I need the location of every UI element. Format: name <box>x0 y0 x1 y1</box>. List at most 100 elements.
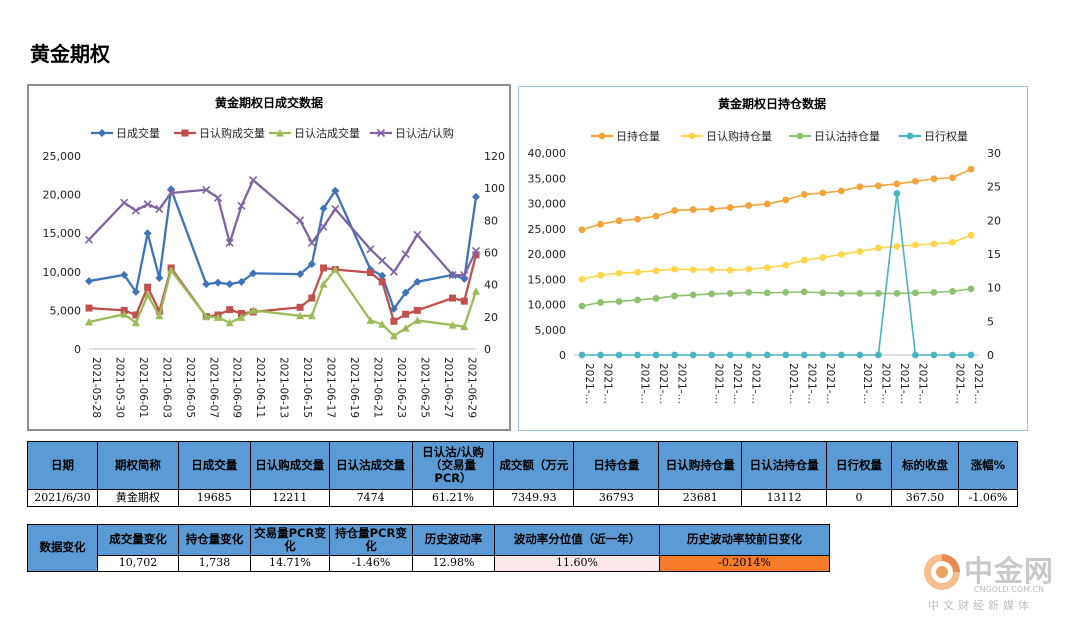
table-cell: 历史波动率较前日变化 <box>659 524 830 556</box>
data-point <box>225 238 234 247</box>
data-point <box>401 288 410 297</box>
data-point <box>390 317 398 325</box>
data-point <box>131 318 140 327</box>
table-cell: 持仓量PCR变化 <box>329 524 413 556</box>
table-cell: 61.21% <box>411 489 495 507</box>
y-left-tick-label: 0 <box>74 343 81 356</box>
table-cell: -1.06% <box>957 489 1019 507</box>
data-point <box>331 265 340 273</box>
y-left-tick-label: 25,000 <box>528 223 567 236</box>
legend-label: 日认购持仓量 <box>706 129 772 143</box>
data-point <box>578 275 586 283</box>
data-point <box>949 174 956 182</box>
data-point <box>689 351 697 359</box>
data-point <box>949 287 956 295</box>
data-point <box>597 299 604 306</box>
legend-label: 日认沽/认购 <box>395 126 454 140</box>
data-point <box>202 312 211 321</box>
data-point <box>167 266 176 274</box>
legend-label: 日认沽持仓量 <box>814 129 880 143</box>
data-point <box>726 266 734 274</box>
series-line <box>581 168 972 231</box>
data-point <box>597 220 604 228</box>
data-point <box>249 306 258 314</box>
data-point <box>671 351 679 359</box>
y-right-tick-label: 80 <box>484 214 498 227</box>
data-point <box>893 190 901 197</box>
legend-item: 日认沽持仓量 <box>789 129 880 143</box>
data-point <box>144 283 152 291</box>
x-tick-label: 2021-06-21 <box>371 357 383 418</box>
data-point <box>84 235 94 244</box>
data-point <box>837 289 845 297</box>
daily-summary-table: 日期 期权简称 日成交量 日认购成交量 日认沽成交量 日认沽/认购（交易量PCR） 成交额（… <box>27 441 1019 507</box>
logo-name: 中金网 <box>964 554 1055 588</box>
legend-label: 日认沽成交量 <box>294 126 360 140</box>
data-point <box>413 277 422 286</box>
y-left-tick-label: 15,000 <box>528 273 567 286</box>
data-point <box>893 289 901 297</box>
series-line <box>582 193 971 356</box>
data-point <box>689 266 697 274</box>
data-point <box>471 246 481 255</box>
x-tick-label: 2021-… <box>713 363 725 404</box>
table-cell: 黄金期权 <box>96 489 179 507</box>
y-left-tick-label: 40,000 <box>528 147 567 160</box>
page-title: 黄金期权 <box>30 42 110 66</box>
cngold-logo-icon <box>924 554 960 590</box>
data-point <box>460 322 469 331</box>
legend-label: 日持仓量 <box>616 129 660 143</box>
data-point <box>874 244 882 252</box>
table-cell: 7474 <box>328 489 413 507</box>
data-point <box>782 261 790 269</box>
data-point <box>745 265 753 273</box>
x-tick-label: 2021-06-23 <box>395 357 407 418</box>
data-point <box>912 241 919 249</box>
data-point <box>389 267 398 276</box>
table-cell: 23681 <box>658 489 743 507</box>
data-point <box>402 310 410 318</box>
data-point <box>819 289 827 297</box>
data-point <box>874 289 882 297</box>
table-cell: 7349.93 <box>493 489 575 507</box>
data-point <box>874 351 882 359</box>
data-point <box>167 188 176 198</box>
data-point <box>249 269 258 278</box>
data-point <box>578 226 586 234</box>
y-right-tick-label: 30 <box>987 147 1001 160</box>
x-tick-label: 2021-… <box>583 363 595 404</box>
table-cell: 日持仓量 <box>573 441 660 490</box>
data-point <box>331 205 340 214</box>
data-point <box>745 288 753 296</box>
table-cell: 标的收盘 <box>890 441 959 490</box>
data-point <box>912 177 919 185</box>
legend-marker <box>181 129 189 137</box>
data-point <box>237 313 246 321</box>
data-point <box>131 206 140 215</box>
data-point <box>652 351 660 359</box>
x-tick-label: 2021-05-28 <box>90 357 102 418</box>
data-point <box>800 191 808 198</box>
data-point <box>708 351 716 359</box>
data-point <box>389 304 398 313</box>
legend-item: 日认购成交量 <box>174 126 265 140</box>
table-cell: 涨幅% <box>957 441 1019 490</box>
data-point <box>634 268 641 276</box>
x-tick-label: 2021-… <box>805 363 817 404</box>
table-cell: 367.50 <box>890 489 959 507</box>
data-point <box>85 317 93 326</box>
data-point <box>708 266 716 274</box>
data-point <box>912 289 919 297</box>
data-point <box>307 311 316 320</box>
data-point <box>319 222 328 231</box>
table-cell: 19685 <box>177 489 251 507</box>
y-right-tick-label: 40 <box>484 279 498 292</box>
data-point <box>819 254 827 261</box>
legend-item: 日行权量 <box>899 130 968 143</box>
chart-title: 黄金期权日持仓数据 <box>718 96 826 111</box>
x-tick-label: 2021-… <box>639 363 651 404</box>
legend-marker <box>796 132 804 140</box>
data-point <box>708 290 716 298</box>
table-header-row: 数据变化 成交量变化 持仓量变化 交易量PCR变化 持仓量PCR变化 历史波动率 波动率分… <box>27 524 830 572</box>
